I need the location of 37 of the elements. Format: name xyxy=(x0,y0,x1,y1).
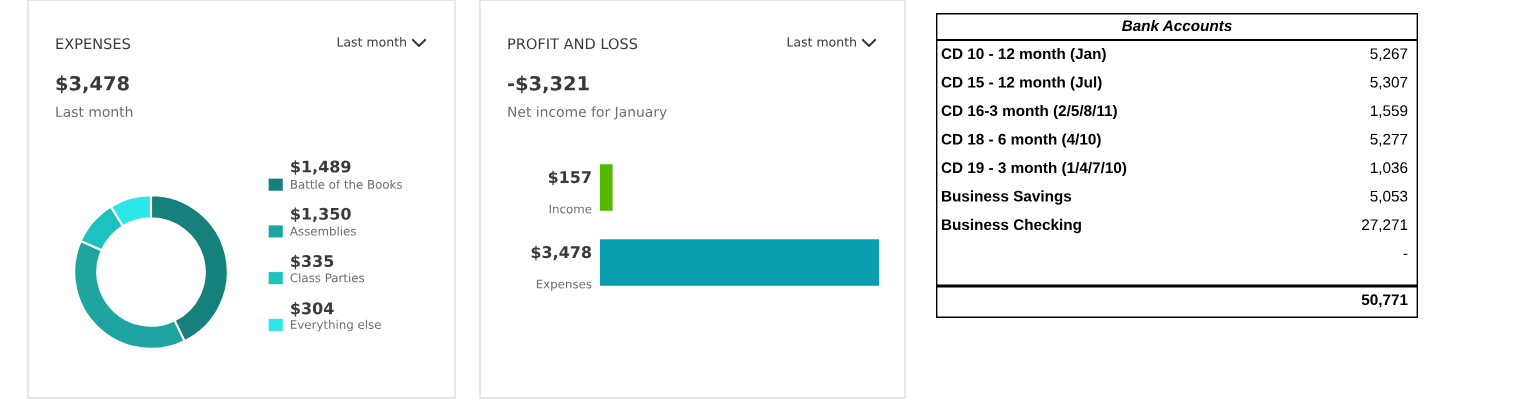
y-tick-label: Income xyxy=(549,204,592,214)
text: 5,053 xyxy=(1370,190,1408,204)
text: 27,271 xyxy=(1362,219,1408,232)
text: 1,559 xyxy=(1370,105,1408,118)
chart-subtitle: $3,478 xyxy=(56,75,129,94)
data-label: $1,489 xyxy=(291,160,351,175)
data-label: $1,350 xyxy=(291,207,351,222)
chart-subtitle: -$3,321 xyxy=(508,75,589,94)
chart-title: PROFIT AND LOSS xyxy=(508,38,638,50)
category-label: Business Checking xyxy=(942,218,1081,234)
legend-label: Class Parties xyxy=(290,273,365,283)
data-label: $3,478 xyxy=(531,245,592,261)
text: Bank Accounts xyxy=(1121,19,1232,32)
chart-title: EXPENSES xyxy=(56,38,131,50)
category-label: Business Savings xyxy=(942,190,1072,205)
data-label: $304 xyxy=(291,302,334,317)
text: 1,036 xyxy=(1370,162,1408,175)
text: Last month xyxy=(787,36,856,47)
legend-label: Assemblies xyxy=(289,226,356,236)
category-label: CD 19 - 3 month (1/4/7/10) xyxy=(941,161,1127,177)
text: - xyxy=(1403,253,1408,255)
text: Last month xyxy=(337,36,406,47)
text: 5,267 xyxy=(1370,48,1408,61)
text: 5,277 xyxy=(1370,133,1408,147)
legend-label: Battle of the Books xyxy=(291,179,402,189)
category-label: CD 18 - 6 month (4/10) xyxy=(941,133,1101,148)
text: 50,771 xyxy=(1361,294,1408,308)
category-label: CD 10 - 12 month (Jan) xyxy=(941,47,1106,63)
text: 5,307 xyxy=(1370,76,1408,90)
text: Last month xyxy=(56,106,133,118)
text: Net income for January xyxy=(508,106,667,120)
data-label: $335 xyxy=(291,254,334,270)
data-label: $157 xyxy=(548,170,591,186)
legend-label: Everything else xyxy=(291,319,381,332)
category-label: CD 15 - 12 month (Jul) xyxy=(941,76,1102,91)
category-label: CD 16-3 month (2/5/8/11) xyxy=(941,104,1117,120)
y-tick-label: Expenses xyxy=(536,279,592,291)
